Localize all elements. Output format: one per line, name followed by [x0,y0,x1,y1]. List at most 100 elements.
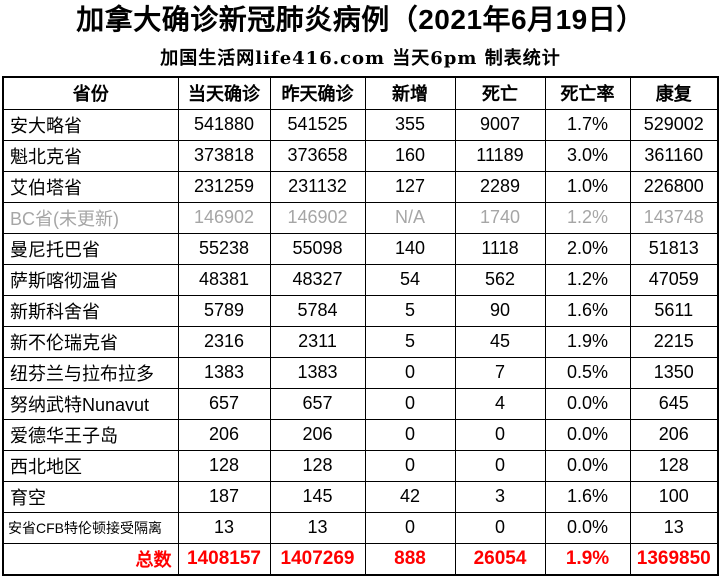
cell-death-rate: 1.9% [544,325,631,358]
table-body: 安大略省 541880 541525 355 9007 1.7% 529002 魁北克省 373… [2,108,719,576]
cell-death-rate: 1.9% [544,542,631,576]
covid-cases-table: 省份 当天确诊 昨天确诊 新增 死亡 死亡率 康复 安大略省 541880 5415… [2,75,719,576]
cell-yesterday: 1407269 [269,542,366,576]
cell-yesterday: 146902 [269,201,366,234]
cell-deaths: 0 [454,418,546,451]
cell-yesterday: 55098 [269,232,366,265]
cell-death-rate: 0.5% [544,356,631,389]
cell-yesterday: 541525 [269,108,366,141]
cell-yesterday: 1383 [269,356,366,389]
cell-recovered: 206 [629,418,719,451]
cell-recovered: 143748 [629,201,719,234]
table-row: 安省CFB特伦顿接受隔离 13 13 0 0 0.0% 13 [2,511,719,544]
cell-today: 187 [177,480,271,513]
cell-recovered: 100 [629,480,719,513]
cell-province: 魁北克省 [2,139,179,172]
cell-death-rate: 0.0% [544,511,631,544]
cell-today: 5789 [177,294,271,327]
table-row: 爱德华王子岛 206 206 0 0 0.0% 206 [2,418,719,451]
cell-yesterday: 145 [269,480,366,513]
cell-deaths: 7 [454,356,546,389]
cell-new-cases: 5 [364,294,456,327]
cell-province: 安省CFB特伦顿接受隔离 [2,511,179,544]
cell-deaths: 11189 [454,139,546,172]
cell-today: 657 [177,387,271,420]
table-row: 新斯科舍省 5789 5784 5 90 1.6% 5611 [2,294,719,327]
cell-today: 1383 [177,356,271,389]
cell-death-rate: 1.6% [544,294,631,327]
cell-province: 育空 [2,480,179,513]
cell-recovered: 1350 [629,356,719,389]
table-row: 纽芬兰与拉布拉多 1383 1383 0 7 0.5% 1350 [2,356,719,389]
cell-new-cases: N/A [364,201,456,234]
column-header-new-cases: 新增 [364,76,456,110]
cell-yesterday: 657 [269,387,366,420]
column-header-province: 省份 [2,76,179,110]
page: 加拿大确诊新冠肺炎病例（2021年6月19日） 加国生活网life416.com… [0,4,721,576]
page-title: 加拿大确诊新冠肺炎病例（2021年6月19日） [76,4,645,35]
cell-yesterday: 231132 [269,170,366,203]
cell-province: 努纳武特Nunavut [2,387,179,420]
cell-today: 128 [177,449,271,482]
table-header-row: 省份 当天确诊 昨天确诊 新增 死亡 死亡率 康复 [2,76,719,110]
table-row: 安大略省 541880 541525 355 9007 1.7% 529002 [2,108,719,141]
page-subtitle: 加国生活网life416.com 当天6pm 制表统计 [160,47,561,69]
cell-death-rate: 0.0% [544,449,631,482]
cell-yesterday: 2311 [269,325,366,358]
cell-province: BC省(未更新) [2,201,179,234]
table-row: 魁北克省 373818 373658 160 11189 3.0% 361160 [2,139,719,172]
column-header-yesterday: 昨天确诊 [269,76,366,110]
cell-today: 541880 [177,108,271,141]
cell-new-cases: 5 [364,325,456,358]
cell-province: 纽芬兰与拉布拉多 [2,356,179,389]
cell-deaths: 26054 [454,542,546,576]
table-row: 萨斯喀彻温省 48381 48327 54 562 1.2% 47059 [2,263,719,296]
cell-province: 艾伯塔省 [2,170,179,203]
cell-yesterday: 13 [269,511,366,544]
cell-new-cases: 888 [364,542,456,576]
cell-today: 1408157 [177,542,271,576]
cell-new-cases: 0 [364,449,456,482]
cell-province: 萨斯喀彻温省 [2,263,179,296]
cell-recovered: 361160 [629,139,719,172]
cell-today: 13 [177,511,271,544]
cell-new-cases: 0 [364,511,456,544]
cell-death-rate: 1.2% [544,201,631,234]
cell-death-rate: 1.6% [544,480,631,513]
cell-today: 373818 [177,139,271,172]
column-header-deaths: 死亡 [454,76,546,110]
cell-new-cases: 160 [364,139,456,172]
cell-recovered: 51813 [629,232,719,265]
column-header-death-rate: 死亡率 [544,76,631,110]
cell-yesterday: 206 [269,418,366,451]
cell-province: 西北地区 [2,449,179,482]
cell-today: 231259 [177,170,271,203]
cell-deaths: 4 [454,387,546,420]
table-row: 努纳武特Nunavut 657 657 0 4 0.0% 645 [2,387,719,420]
cell-yesterday: 128 [269,449,366,482]
cell-death-rate: 0.0% [544,418,631,451]
cell-province: 新不伦瑞克省 [2,325,179,358]
column-header-recovered: 康复 [629,76,719,110]
cell-deaths: 1118 [454,232,546,265]
cell-province: 总数 [2,542,179,576]
cell-recovered: 226800 [629,170,719,203]
cell-yesterday: 48327 [269,263,366,296]
table-row: 育空 187 145 42 3 1.6% 100 [2,480,719,513]
cell-deaths: 45 [454,325,546,358]
cell-province: 安大略省 [2,108,179,141]
cell-death-rate: 1.0% [544,170,631,203]
cell-yesterday: 373658 [269,139,366,172]
column-header-today: 当天确诊 [177,76,271,110]
cell-new-cases: 140 [364,232,456,265]
cell-deaths: 90 [454,294,546,327]
cell-recovered: 529002 [629,108,719,141]
cell-deaths: 0 [454,511,546,544]
cell-recovered: 5611 [629,294,719,327]
table-row: 西北地区 128 128 0 0 0.0% 128 [2,449,719,482]
cell-new-cases: 54 [364,263,456,296]
cell-today: 48381 [177,263,271,296]
cell-death-rate: 2.0% [544,232,631,265]
cell-province: 爱德华王子岛 [2,418,179,451]
cell-today: 206 [177,418,271,451]
